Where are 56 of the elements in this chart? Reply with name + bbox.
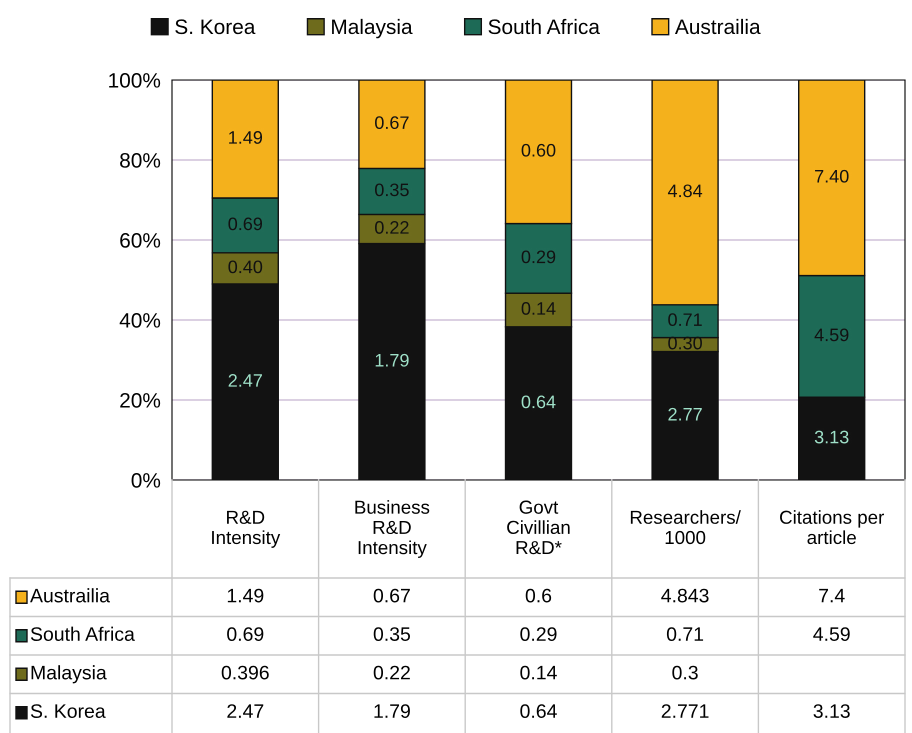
y-tick-label: 60% [120, 233, 160, 248]
x-tick-label: Citations per article [780, 510, 884, 544]
text: Malaysia [32, 665, 107, 684]
y-tick-label: 80% [120, 153, 160, 168]
y-tick-label: 40% [120, 313, 160, 328]
y-tick-label: 0% [132, 473, 160, 488]
annotation: 2.47 [228, 374, 262, 387]
text: 0.71 [666, 627, 704, 641]
legend-label: South Africa [488, 18, 600, 34]
x-tick-label: Govt Civillian R&D* [507, 500, 570, 554]
annotation: 0.22 [375, 221, 409, 234]
text: 0.35 [374, 627, 410, 641]
text: 0.396 [222, 666, 269, 680]
text: 0.14 [520, 666, 557, 680]
y-tick-label: 20% [120, 393, 160, 408]
annotation: 0.14 [522, 302, 556, 315]
annotation: 0.71 [668, 313, 702, 326]
text: Austrailia [30, 588, 110, 602]
text: 0.22 [374, 666, 410, 680]
x-tick-label: Researchers/ 1000 [630, 510, 741, 544]
text: 4.59 [813, 627, 850, 641]
text: 7.4 [819, 588, 845, 602]
annotation: 3.13 [814, 430, 848, 444]
text: 0.67 [374, 588, 410, 602]
text: 0.3 [672, 666, 698, 680]
annotation: 0.35 [375, 183, 409, 196]
legend-label: S. Korea [175, 19, 256, 34]
text: 1.79 [374, 704, 410, 718]
annotation: 2.77 [668, 408, 702, 420]
annotation: 4.59 [814, 328, 848, 342]
y-tick-label: 100% [109, 73, 160, 88]
text: 1.49 [228, 588, 264, 602]
text: 2.771 [662, 704, 708, 718]
text: South Africa [30, 626, 135, 641]
text: 2.47 [227, 704, 264, 718]
text: 0.29 [520, 627, 556, 641]
text: 0.6 [526, 588, 552, 602]
annotation: 0.60 [522, 144, 556, 157]
annotation: 1.49 [229, 131, 262, 144]
text: 0.69 [227, 627, 264, 641]
text: S. Korea [30, 704, 106, 718]
x-tick-label: R&D Intensity [212, 510, 280, 548]
annotation: 0.29 [522, 250, 556, 264]
annotation: 4.84 [668, 184, 702, 198]
annotation: 0.40 [228, 260, 262, 274]
x-tick-label: Business R&D Intensity [355, 500, 430, 558]
text: 0.64 [520, 704, 557, 718]
annotation: 7.40 [815, 170, 849, 183]
text: 4.843 [661, 588, 709, 602]
legend-label: Austrailia [674, 18, 761, 34]
annotation: 0.69 [228, 217, 262, 230]
annotation: 1.79 [376, 354, 409, 367]
annotation: 0.64 [522, 395, 556, 408]
legend-label: Malaysia [332, 18, 413, 38]
annotation: 0.67 [375, 116, 409, 130]
text: 3.13 [814, 704, 850, 718]
